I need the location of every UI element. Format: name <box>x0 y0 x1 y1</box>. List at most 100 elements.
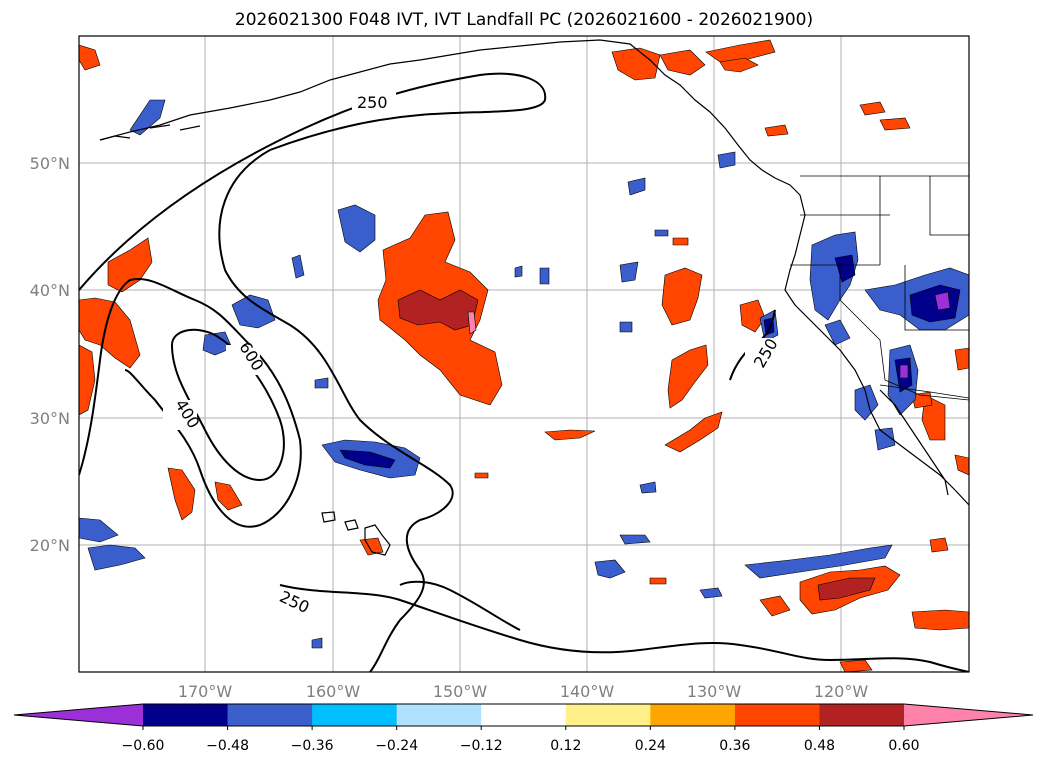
colorbar-extend-high <box>904 704 1033 726</box>
colorbar-tick-label: 0.36 <box>719 738 750 754</box>
lat-label-20n: 20°N <box>30 536 70 555</box>
positive-blob-west1 <box>79 297 141 369</box>
colorbar-segment <box>819 704 905 726</box>
positive-blob-ne3 <box>719 57 759 73</box>
contour-250-outer <box>79 72 547 672</box>
negative-blob-small9 <box>539 267 550 285</box>
positive-blob-ne5 <box>859 101 886 116</box>
positive-blob-land2 <box>954 347 969 371</box>
negative-blob-small7 <box>311 637 323 649</box>
negative-blob-45n <box>337 204 376 253</box>
negative-blob-sub3 <box>619 534 651 545</box>
colorbar-tick-label: 0.60 <box>888 738 919 754</box>
positive-anomaly-regions <box>79 39 969 672</box>
positive-blob-169w <box>214 481 243 511</box>
coast-west-us <box>774 177 969 506</box>
positive-blob-se2 <box>911 609 969 631</box>
negative-blob-land6 <box>824 319 851 346</box>
positive-blob-135w <box>661 267 703 326</box>
lon-label-170w: 170°W <box>178 682 233 701</box>
positive-blob-ne1 <box>611 47 661 81</box>
negative-blob-38n <box>231 294 276 329</box>
negative-blob-small5 <box>639 481 657 494</box>
negative-blob-small3 <box>291 254 305 279</box>
lon-label-130w: 130°W <box>687 682 742 701</box>
lat-label-40n: 40°N <box>30 281 70 300</box>
negative-blob-small6 <box>717 151 736 169</box>
negative-blob-land1 <box>809 231 859 321</box>
negative-blob-ne <box>129 99 166 136</box>
border-nv-ut <box>904 265 969 331</box>
positive-blob-ne6 <box>879 117 911 131</box>
positive-blob-small6 <box>839 659 873 672</box>
map-title: 2026021300 F048 IVT, IVT Landfall PC (20… <box>234 10 814 30</box>
negative-blob-land5 <box>874 427 896 451</box>
colorbar-tick-label: −0.36 <box>291 738 334 754</box>
contour-label-250-north: 250 <box>357 93 388 112</box>
negative-anomaly-regions <box>79 99 969 649</box>
colorbar-segment <box>734 704 820 726</box>
positive-blob-small1 <box>544 429 596 441</box>
longitude-labels: 170°W 160°W 150°W 140°W 130°W 120°W <box>178 682 869 701</box>
map-frame <box>78 35 970 673</box>
positive-blob-132w <box>667 344 709 409</box>
positive-blob-ne8 <box>79 44 101 71</box>
coast-aleutians <box>99 124 201 141</box>
positive-blob-ne4 <box>659 49 706 76</box>
colorbar-tick-label: −0.60 <box>122 738 165 754</box>
political-borders <box>790 160 969 520</box>
negative-blob-west-22n <box>79 517 119 543</box>
positive-blob-ne7 <box>764 124 789 137</box>
contour-400 <box>170 328 285 482</box>
lon-label-140w: 140°W <box>560 682 615 701</box>
island-maui <box>344 519 359 531</box>
positive-blob-se3 <box>759 595 791 617</box>
positive-blob-land3 <box>954 454 969 476</box>
border-nv-ca <box>839 265 881 341</box>
ivt-contours <box>79 72 969 672</box>
colorbar-tick-label: −0.12 <box>460 738 503 754</box>
negative-blob-land2-max <box>934 291 951 311</box>
lat-label-50n: 50°N <box>30 154 70 173</box>
coast-baja <box>879 389 949 496</box>
negative-blob-small11 <box>654 229 669 237</box>
colorbar: −0.60 −0.48 −0.36 −0.24 −0.12 0.12 0.24 0.36 0.4… <box>13 703 1034 754</box>
positive-blob-central-max <box>467 311 477 335</box>
coastline <box>99 39 969 556</box>
colorbar-segment <box>650 704 736 726</box>
colorbar-tick-label: −0.48 <box>206 738 249 754</box>
colorbar-segment <box>227 704 313 726</box>
positive-blob-se-core <box>817 577 876 601</box>
lon-label-120w: 120°W <box>814 682 869 701</box>
negative-blob-west-20n <box>87 544 146 571</box>
positive-blob-small4 <box>672 237 689 246</box>
colorbar-segment <box>312 704 398 726</box>
positive-blob-126w <box>739 299 766 333</box>
lat-label-30n: 30°N <box>30 409 70 428</box>
positive-blob-174w <box>167 467 196 521</box>
island-oahu <box>321 511 336 523</box>
positive-blob-land1 <box>921 394 946 441</box>
negative-blob-sub2 <box>594 559 626 579</box>
colorbar-tick-label: 0.48 <box>804 738 835 754</box>
negative-blob-26n-core <box>339 449 396 469</box>
positive-blob-130w <box>664 411 723 453</box>
negative-blob-small1 <box>627 177 646 196</box>
colorbar-segment <box>143 704 229 726</box>
colorbar-segment <box>565 704 651 726</box>
negative-blob-sub1 <box>744 544 893 579</box>
positive-blob-land4 <box>929 537 949 553</box>
lon-label-150w: 150°W <box>433 682 488 701</box>
lon-label-160w: 160°W <box>306 682 361 701</box>
contour-250-south-inner <box>399 580 521 631</box>
negative-blob-small10 <box>514 265 523 278</box>
coast-alaska <box>99 39 776 179</box>
colorbar-tick-label: −0.24 <box>375 738 418 754</box>
positive-blob-west2 <box>79 344 96 416</box>
negative-blob-land3-max <box>899 364 909 379</box>
positive-blob-small5 <box>649 577 667 585</box>
negative-blob-small4 <box>619 321 633 333</box>
colorbar-segment <box>481 704 567 726</box>
colorbar-extend-low <box>14 704 143 726</box>
